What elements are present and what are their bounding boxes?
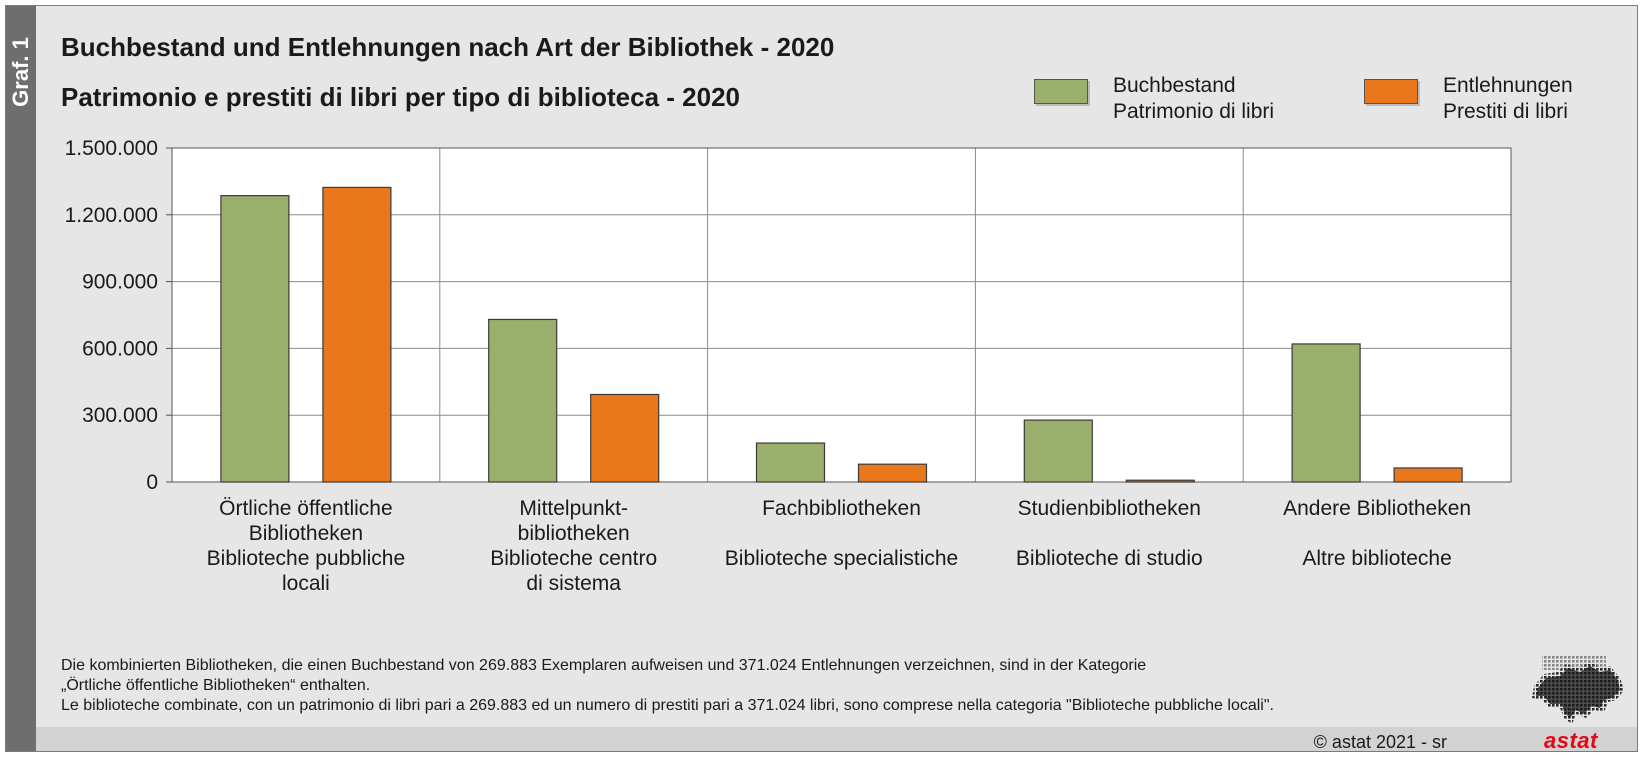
legend-label-loans: Entlehnungen Prestiti di libri xyxy=(1443,73,1573,125)
astat-logo-text: astat xyxy=(1544,728,1598,753)
legend-label-book-stock: Buchbestand Patrimonio di libri xyxy=(1113,73,1274,125)
y-tick-label: 1.200.000 xyxy=(65,204,158,227)
bar-loans xyxy=(857,463,928,483)
bar-book-stock xyxy=(488,318,558,483)
x-category-label: Altre biblioteche xyxy=(1302,547,1451,570)
bar-book-stock xyxy=(1291,343,1361,483)
legend-label-line: Entlehnungen xyxy=(1443,74,1573,97)
x-category-label: Bibliotheken xyxy=(249,522,363,545)
footnote-line: Die kombinierten Bibliotheken, die einen… xyxy=(61,657,1147,674)
chart-title-german: Buchbestand und Entlehnungen nach Art de… xyxy=(61,32,835,62)
bar-chart: 0 300.000 600.000 900.000 1.200.000 1.500.000… xyxy=(65,137,1512,595)
legend-label-line: Buchbestand xyxy=(1113,74,1236,97)
y-tick-label: 1.500.000 xyxy=(65,137,158,160)
bar-loans xyxy=(1393,467,1463,483)
copyright-text: © astat 2021 - sr xyxy=(1313,732,1447,752)
chart-title-italian: Patrimonio e prestiti di libri per tipo … xyxy=(61,82,741,112)
astat-logo-map-icon xyxy=(1532,656,1624,724)
bar-loans xyxy=(590,393,660,483)
x-category-label: Biblioteche pubbliche xyxy=(207,547,405,570)
x-category-label: Biblioteche centro xyxy=(490,547,657,570)
x-category-label: Biblioteche di studio xyxy=(1016,547,1203,570)
y-tick-label: 300.000 xyxy=(82,404,158,427)
plot-area xyxy=(172,148,1511,482)
x-category-label: Biblioteche specialistiche xyxy=(725,547,958,570)
side-tab: Graf. 1 xyxy=(6,6,36,751)
x-category-label: bibliotheken xyxy=(518,522,630,545)
x-category-label: Andere Bibliotheken xyxy=(1283,497,1471,520)
x-category-label: locali xyxy=(282,572,330,595)
x-category-label: Örtliche öffentliche xyxy=(219,497,393,520)
legend-swatch-book-stock xyxy=(1034,79,1088,104)
footnote-line: Le biblioteche combinate, con un patrimo… xyxy=(61,697,1274,714)
x-category-label: di sistema xyxy=(526,572,621,595)
y-tick-label: 600.000 xyxy=(82,337,158,360)
footnote-line: „Örtliche öffentliche Bibliotheken“ enth… xyxy=(61,677,371,694)
legend-label-line: Patrimonio di libri xyxy=(1113,100,1275,123)
bar-book-stock xyxy=(1023,419,1093,483)
footer-bar xyxy=(36,727,1637,751)
y-tick-label: 0 xyxy=(146,471,158,494)
chart-frame: Graf. 1 Buchbestand und Entlehnungen nac… xyxy=(5,5,1638,753)
bar-book-stock xyxy=(755,442,826,483)
bar-loans xyxy=(1125,479,1195,483)
x-category-label: Studienbibliotheken xyxy=(1018,497,1201,520)
bar-book-stock xyxy=(220,195,290,483)
x-category-label: Mittelpunkt- xyxy=(519,497,628,520)
legend-swatch-loans xyxy=(1364,79,1418,104)
y-tick-label: 900.000 xyxy=(82,271,158,294)
legend-label-line: Prestiti di libri xyxy=(1443,100,1568,123)
plot-border xyxy=(171,147,1512,483)
bar-loans xyxy=(322,186,392,483)
x-category-label: Fachbibliotheken xyxy=(762,497,921,520)
